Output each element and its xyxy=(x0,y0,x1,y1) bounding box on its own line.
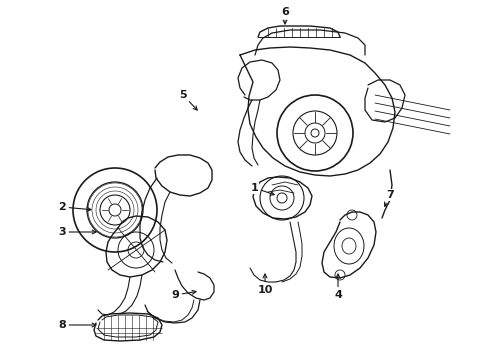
Text: 4: 4 xyxy=(334,274,342,300)
Text: 2: 2 xyxy=(58,202,91,212)
Text: 6: 6 xyxy=(281,7,289,24)
Text: 9: 9 xyxy=(171,290,196,300)
Text: 3: 3 xyxy=(58,227,96,237)
Text: 5: 5 xyxy=(179,90,197,110)
Text: 7: 7 xyxy=(385,190,394,206)
Text: 10: 10 xyxy=(257,274,273,295)
Text: 1: 1 xyxy=(251,183,274,195)
Text: 8: 8 xyxy=(58,320,96,330)
